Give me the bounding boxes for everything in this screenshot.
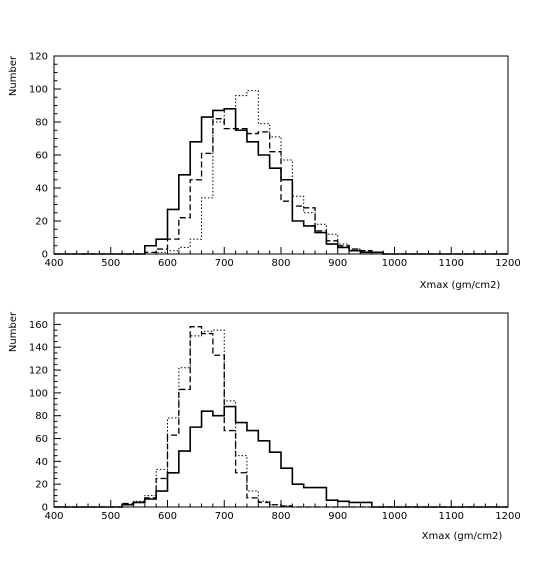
- bottom-ytick-label: 80: [35, 411, 48, 422]
- bottom-xtick-label: 1000: [382, 511, 407, 522]
- bottom-ytick-label: 40: [35, 457, 48, 468]
- top-ytick-label: 80: [35, 118, 48, 129]
- bottom-series-dashed-line: [54, 326, 508, 508]
- top-xtick-label: 500: [101, 258, 120, 269]
- top-xlabel: Xmax (gm/cm2): [420, 280, 501, 291]
- top-series-dashed-line: [54, 118, 508, 255]
- top-ytick-label: 100: [29, 85, 48, 96]
- bottom-xtick-label: 900: [328, 511, 347, 522]
- bottom-xtick-label: 600: [158, 511, 177, 522]
- bottom-xtick-label: 400: [44, 511, 63, 522]
- top-ytick-label: 20: [35, 217, 48, 228]
- bottom-ytick-label: 160: [29, 320, 48, 331]
- bottom-series-dotted-line: [54, 329, 508, 508]
- bottom-ytick-label: 0: [42, 503, 48, 514]
- top-xtick-label: 1000: [382, 258, 407, 269]
- top-ytick-label: 120: [29, 52, 48, 63]
- top-series-group: [54, 90, 508, 255]
- top-ylabel: Number: [8, 55, 19, 96]
- bottom-xtick-label: 700: [215, 511, 234, 522]
- bottom-ytick-label: 120: [29, 366, 48, 377]
- bottom-plot-frame: [53, 312, 509, 508]
- bottom-xtick-label: 1100: [439, 511, 464, 522]
- top-axes-group: 400 500 600 700 800 900 1000 1100 1200 0 20 40 60 80 1…: [29, 52, 521, 270]
- top-xtick-label: 700: [215, 258, 234, 269]
- bottom-series-group: [54, 326, 508, 508]
- top-ytick-label: 0: [42, 250, 48, 261]
- bottom-series-solid-line: [54, 405, 508, 508]
- bottom-xlabel: Xmax (gm/cm2): [422, 531, 503, 542]
- bottom-ytick-label: 20: [35, 480, 48, 491]
- top-ytick-label: 60: [35, 151, 48, 162]
- bottom-axes-group: 400 500 600 700 800 900 1000 1100 1200 0 20 40 60 80 1…: [29, 320, 521, 522]
- bottom-panel: 400 500 600 700 800 900 1000 1100 1200 0 20 40 60 80 1…: [8, 311, 521, 542]
- bottom-ytick-label: 100: [29, 388, 48, 399]
- top-panel: 400 500 600 700 800 900 1000 1100 1200 0 20 40 60 80 1…: [8, 52, 521, 292]
- bottom-ylabel: Number: [8, 311, 19, 352]
- bottom-xtick-label: 500: [101, 511, 120, 522]
- top-series-dotted-line: [54, 90, 508, 255]
- bottom-xtick-label: 1200: [495, 511, 520, 522]
- bottom-xtick-label: 800: [271, 511, 290, 522]
- top-xtick-label: 1200: [495, 258, 520, 269]
- bottom-ytick-label: 60: [35, 434, 48, 445]
- top-xtick-label: 1100: [439, 258, 464, 269]
- top-xtick-label: 800: [271, 258, 290, 269]
- top-ytick-label: 40: [35, 184, 48, 195]
- top-xtick-label: 900: [328, 258, 347, 269]
- top-xtick-label: 600: [158, 258, 177, 269]
- top-xtick-label: 400: [44, 258, 63, 269]
- bottom-ytick-label: 140: [29, 343, 48, 354]
